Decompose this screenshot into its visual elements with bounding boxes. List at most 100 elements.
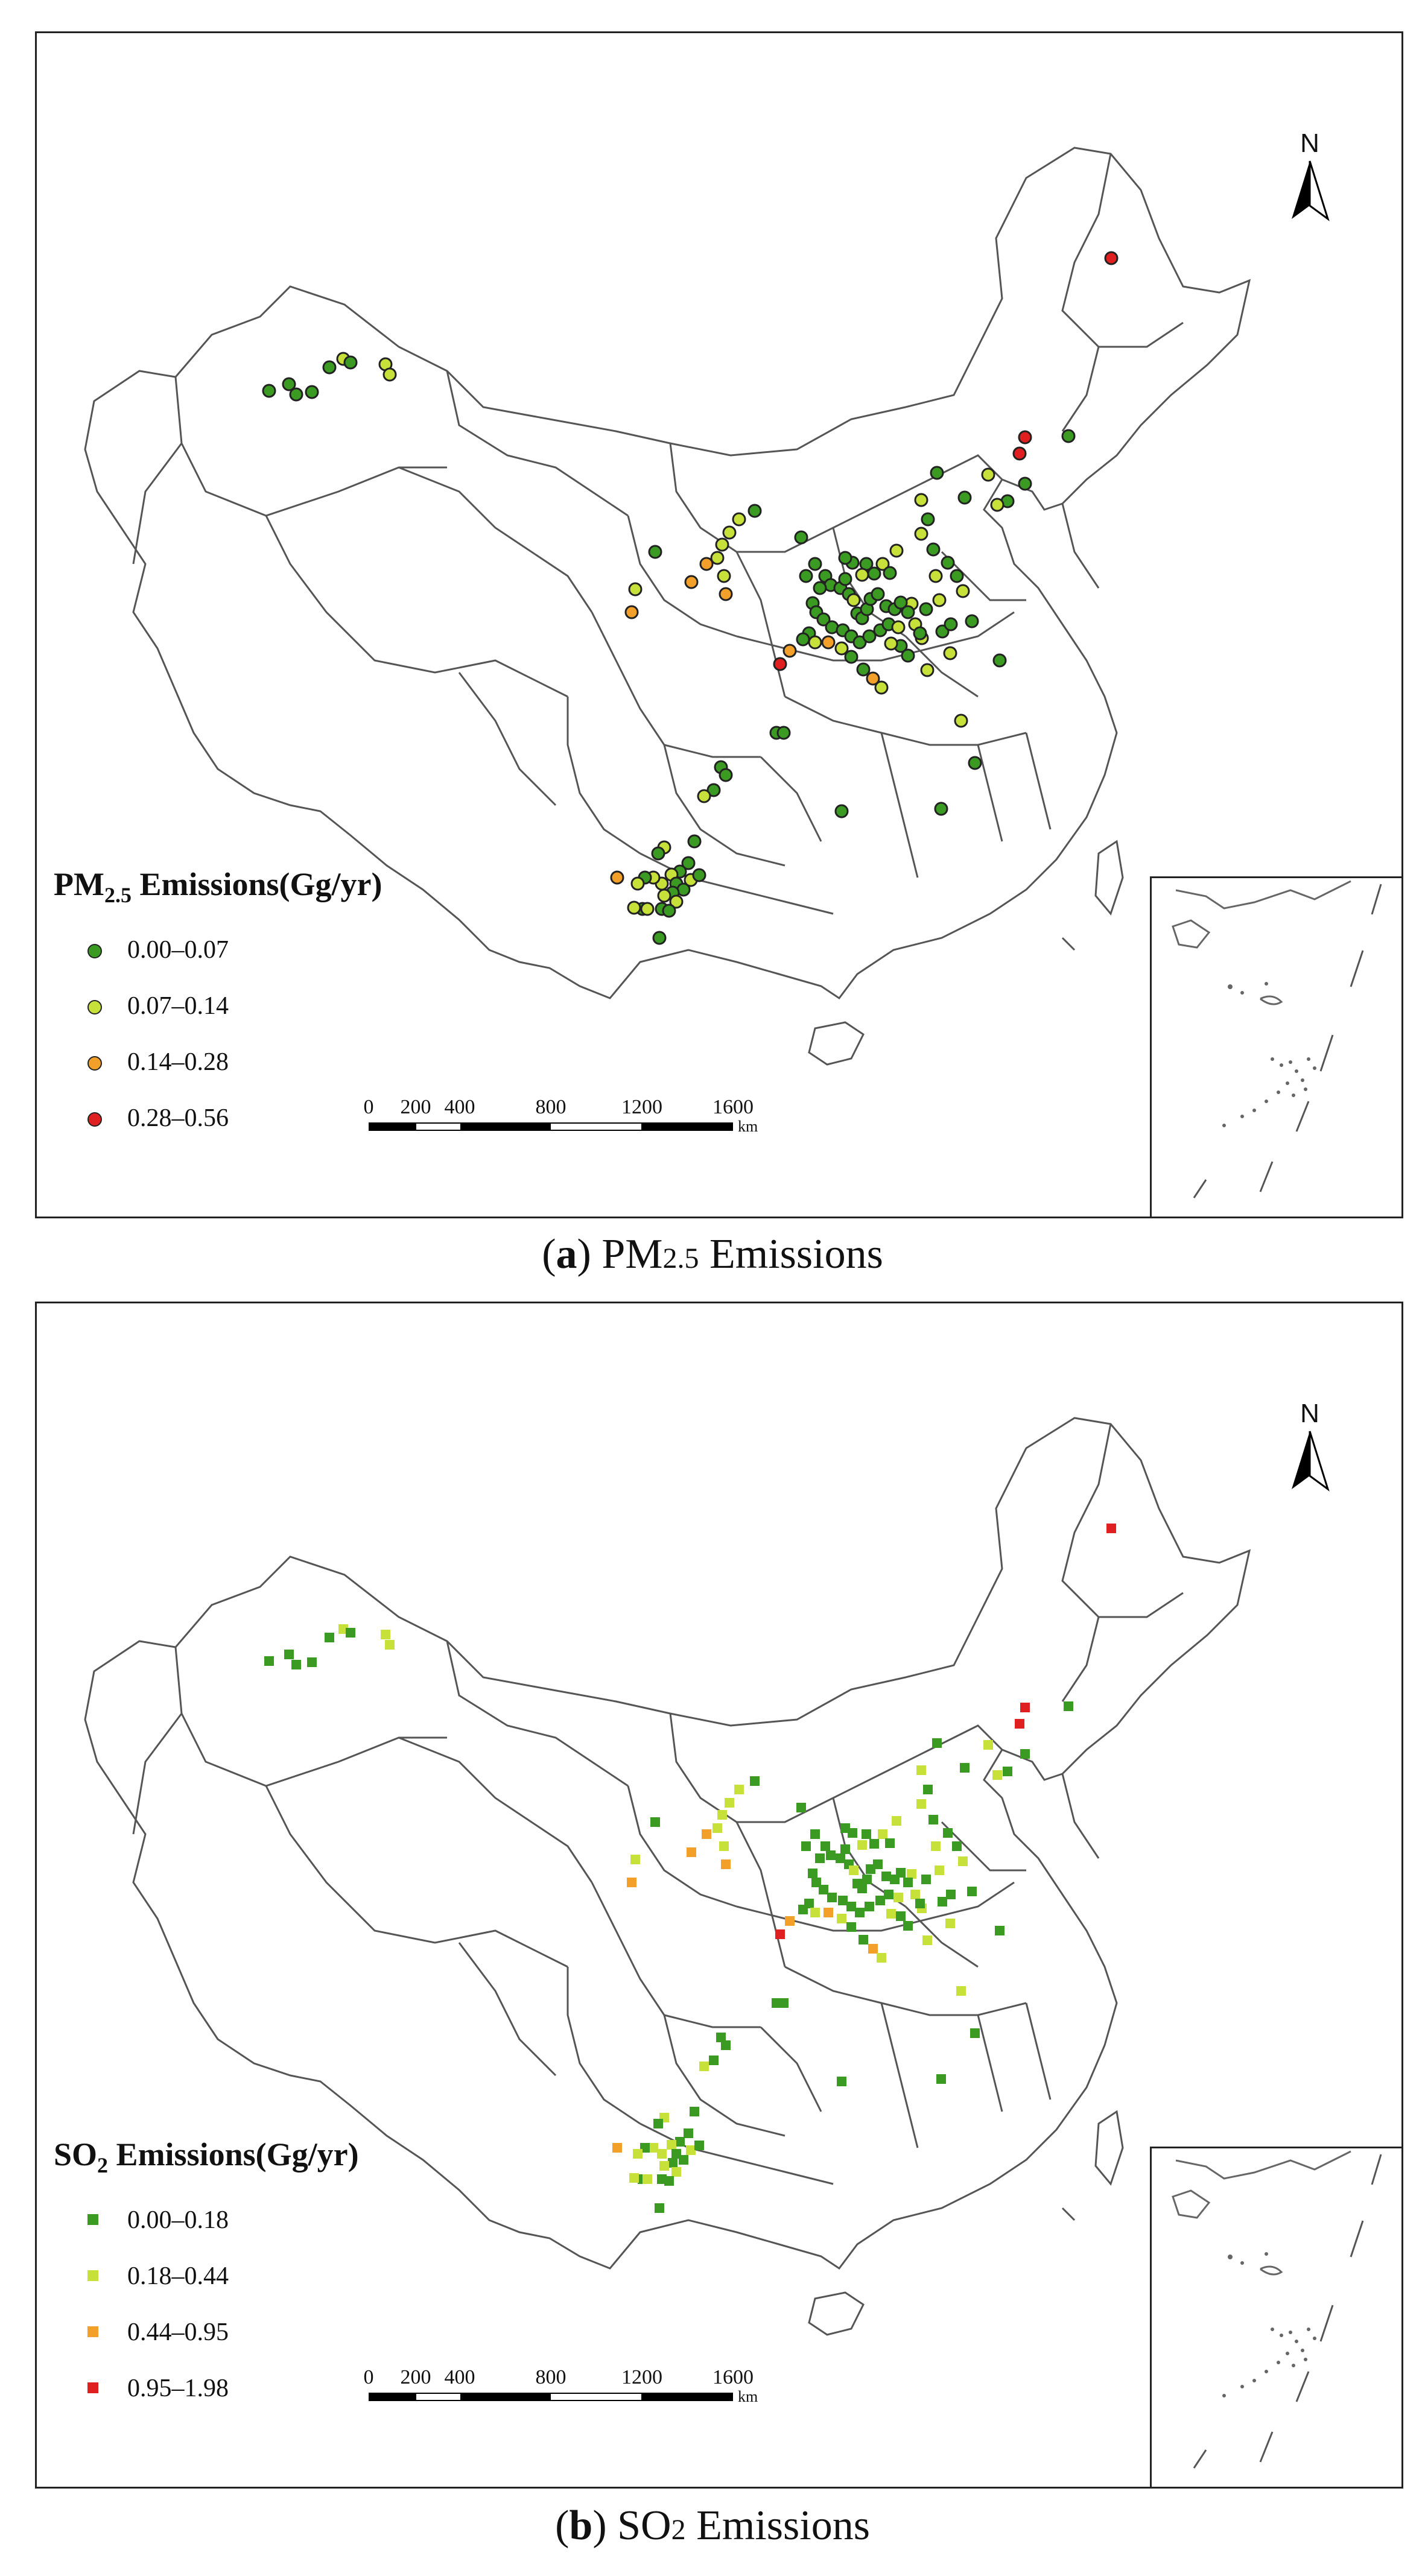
emission-site-marker	[1020, 1749, 1030, 1759]
emission-site-marker	[1064, 1701, 1073, 1711]
emission-site-marker	[808, 557, 822, 571]
emission-site-marker	[936, 2074, 946, 2084]
emission-site-marker	[919, 602, 933, 616]
emission-site-marker	[920, 663, 935, 677]
emission-site-marker	[664, 2176, 674, 2186]
boundary-line	[760, 2026, 822, 2112]
boundary-line	[808, 2291, 865, 2336]
boundary-line	[808, 1021, 865, 1066]
scale-tick-label: 1200	[621, 2366, 662, 2388]
emission-site-marker	[794, 530, 808, 545]
emission-site-marker	[885, 1838, 895, 1848]
emission-site-marker	[810, 1829, 820, 1839]
emission-site-marker	[264, 1656, 274, 1666]
emission-site-marker	[715, 537, 729, 552]
emission-site-marker	[717, 569, 731, 583]
emission-site-marker	[874, 680, 889, 695]
emission-site-marker	[857, 1884, 867, 1893]
emission-site-marker	[1018, 430, 1032, 445]
emission-site-marker	[346, 1628, 355, 1638]
emission-site-marker	[901, 648, 915, 663]
boundary-line	[627, 515, 737, 638]
emission-site-marker	[799, 569, 813, 583]
emission-site-marker	[883, 566, 897, 580]
emission-site-marker	[855, 568, 869, 582]
emission-site-marker	[706, 783, 721, 797]
emission-site-marker	[923, 1785, 933, 1794]
emission-site-marker	[305, 385, 319, 399]
boundary-line	[567, 1967, 641, 2125]
emission-site-marker	[992, 653, 1007, 668]
emission-site-marker	[866, 671, 880, 686]
map-panel-a: N PM2.5 Emissions(Gg/yr) 0.00–0.07 0.07–…	[35, 31, 1403, 1218]
emission-site-marker	[629, 2173, 639, 2183]
legend-marker	[87, 1056, 102, 1071]
boundary-line	[591, 1882, 761, 2028]
figure-caption-b: (b) SO2 Emissions	[555, 2502, 870, 2549]
emission-site-marker	[686, 2145, 696, 2155]
emission-site-marker	[782, 644, 797, 658]
emission-site-marker	[922, 1935, 932, 1945]
emission-site-marker	[862, 1875, 872, 1884]
emission-site-marker	[796, 632, 810, 647]
emission-site-marker	[943, 646, 957, 660]
emission-site-marker	[884, 1890, 893, 1899]
emission-site-marker	[846, 1902, 856, 1911]
legend-marker	[87, 2214, 98, 2225]
emission-site-marker	[928, 1815, 938, 1824]
emission-site-marker	[262, 384, 276, 398]
legend-marker	[87, 2326, 98, 2337]
emission-site-marker	[957, 490, 972, 505]
emission-site-marker	[307, 1657, 317, 1667]
emission-site-marker	[856, 662, 871, 677]
emission-site-marker	[869, 1839, 879, 1849]
emission-site-marker	[692, 868, 706, 882]
scale-tick-label: 0	[363, 2366, 374, 2388]
boundary-line	[760, 756, 822, 842]
emission-site-marker	[871, 587, 885, 601]
emission-site-marker	[931, 1841, 941, 1851]
emission-site-marker	[289, 387, 303, 402]
emission-site-marker	[652, 931, 667, 945]
emission-site-marker	[322, 360, 337, 375]
emission-site-marker	[655, 2203, 664, 2213]
emission-site-marker	[824, 1908, 833, 1917]
legend-marker	[87, 944, 102, 958]
boundary-line	[84, 1417, 1251, 2270]
emission-site-marker	[653, 2119, 663, 2128]
emission-site-marker	[943, 1828, 953, 1838]
emission-site-marker	[659, 2161, 669, 2171]
boundary-line	[977, 2014, 1003, 2112]
emission-site-marker	[750, 1776, 760, 1786]
emission-site-marker	[903, 1878, 913, 1887]
emission-site-marker	[910, 1890, 920, 1899]
boundary-line	[398, 1736, 593, 1883]
emission-site-marker	[1061, 429, 1076, 443]
legend-item: 0.44–0.95	[87, 2318, 229, 2347]
emission-site-marker	[956, 1986, 966, 1996]
emission-site-marker	[840, 1844, 850, 1854]
emission-site-marker	[965, 614, 979, 628]
emission-site-marker	[627, 1878, 636, 1887]
emission-site-marker	[983, 1740, 993, 1750]
emission-site-marker	[808, 635, 822, 650]
emission-site-marker	[381, 1630, 390, 1639]
emission-site-marker	[628, 582, 643, 597]
emission-site-marker	[914, 527, 928, 541]
emission-site-marker	[627, 900, 641, 915]
emission-site-marker	[775, 1929, 785, 1939]
emission-site-marker	[827, 1893, 837, 1902]
emission-site-marker	[990, 498, 1004, 512]
emission-site-marker	[651, 846, 665, 861]
emission-site-marker	[846, 1922, 856, 1932]
emission-site-marker	[956, 584, 970, 598]
emission-site-marker	[785, 1916, 795, 1926]
boundary-line	[265, 515, 568, 698]
boundary-line	[880, 732, 919, 878]
emission-site-marker	[610, 870, 624, 885]
legend-item: 0.18–0.44	[87, 2262, 229, 2291]
emission-site-marker	[385, 1640, 395, 1650]
emission-site-marker	[950, 569, 964, 583]
emission-site-marker	[968, 756, 982, 770]
emission-site-marker	[813, 581, 827, 595]
